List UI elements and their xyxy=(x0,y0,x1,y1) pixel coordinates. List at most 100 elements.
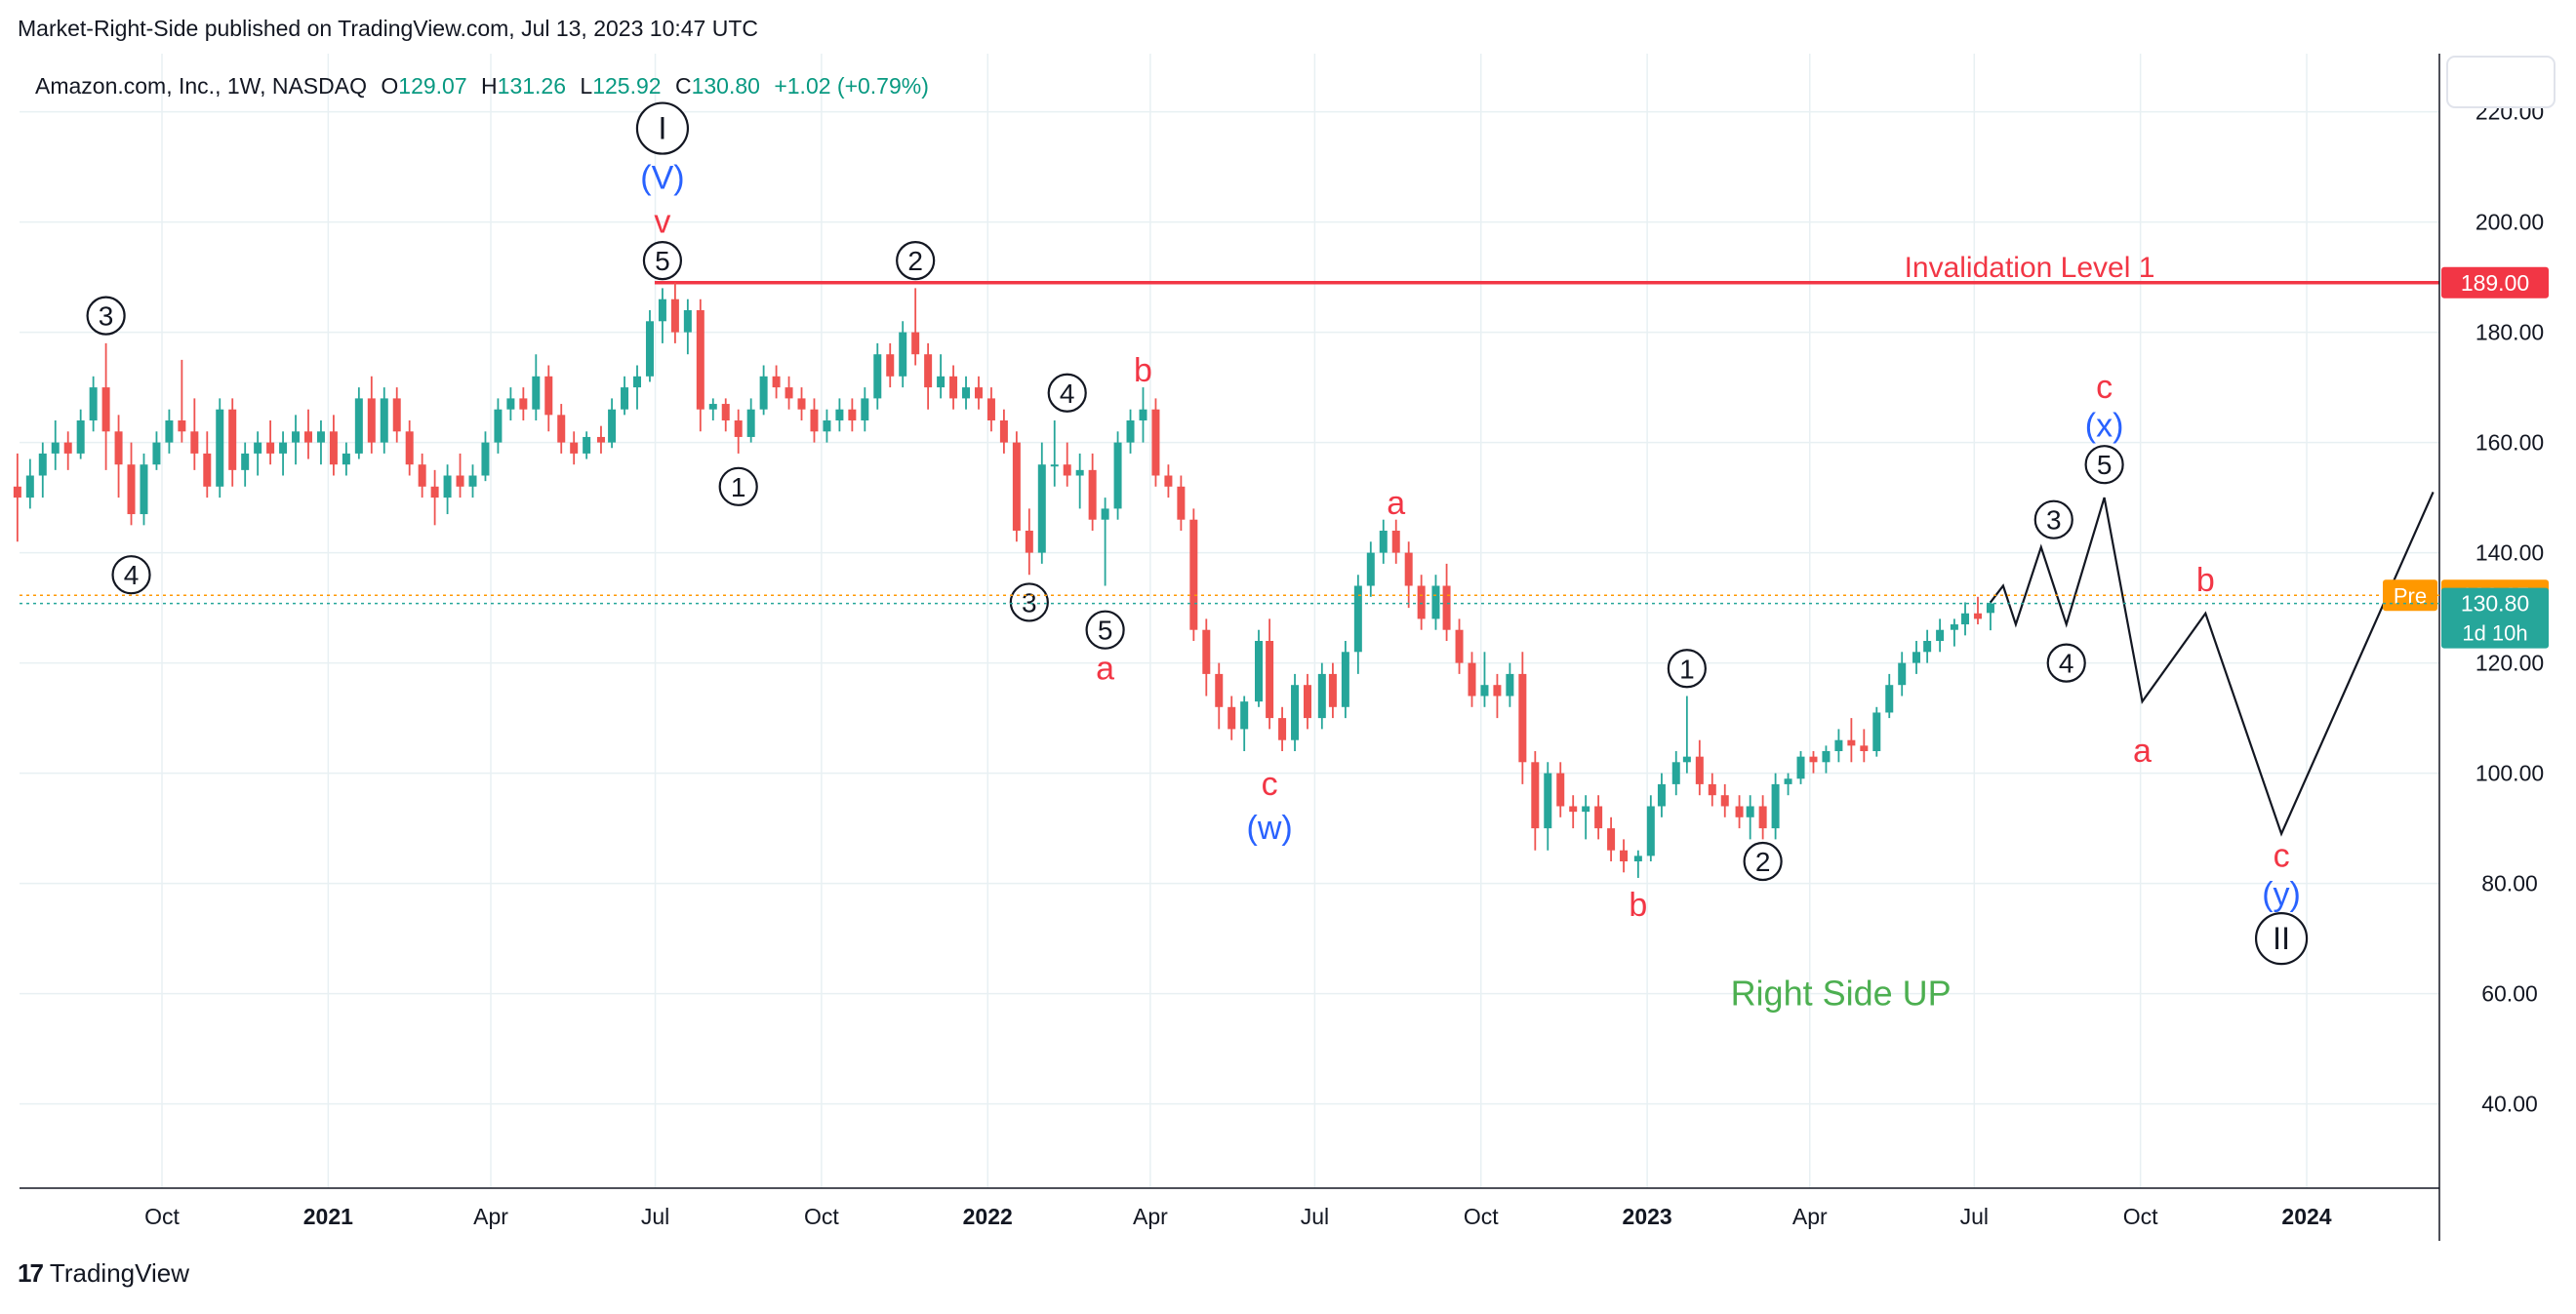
candle[interactable] xyxy=(203,431,212,498)
candle[interactable] xyxy=(1353,575,1362,674)
candle[interactable] xyxy=(292,415,301,465)
candle[interactable] xyxy=(1404,541,1413,609)
candle[interactable] xyxy=(1898,652,1907,697)
candle[interactable] xyxy=(1088,453,1097,531)
candle[interactable] xyxy=(1986,600,1994,631)
candle[interactable] xyxy=(1746,795,1754,840)
candle[interactable] xyxy=(1923,629,1932,663)
candle[interactable] xyxy=(645,310,654,382)
candle[interactable] xyxy=(506,387,515,420)
candle[interactable] xyxy=(596,425,605,454)
candle[interactable] xyxy=(329,415,338,476)
candle[interactable] xyxy=(456,453,464,498)
candle[interactable] xyxy=(1771,773,1780,840)
candle[interactable] xyxy=(1189,508,1198,641)
candle[interactable] xyxy=(1569,795,1578,829)
candle[interactable] xyxy=(418,453,426,498)
candle[interactable] xyxy=(823,409,831,443)
candle[interactable] xyxy=(962,376,971,410)
candle[interactable] xyxy=(974,376,983,410)
candle[interactable] xyxy=(1784,773,1792,796)
candle[interactable] xyxy=(190,398,199,470)
candle[interactable] xyxy=(241,442,250,487)
candle[interactable] xyxy=(1682,696,1691,774)
candle[interactable] xyxy=(772,365,781,399)
candle[interactable] xyxy=(1025,508,1033,576)
candle[interactable] xyxy=(1480,652,1489,707)
candle[interactable] xyxy=(1431,575,1440,630)
candle[interactable] xyxy=(63,431,72,470)
candle[interactable] xyxy=(1518,652,1527,784)
candle[interactable] xyxy=(721,398,730,432)
candle[interactable] xyxy=(1139,387,1147,443)
candle[interactable] xyxy=(1468,652,1476,707)
scale-settings-button[interactable] xyxy=(2446,56,2556,108)
candle[interactable] xyxy=(1506,662,1514,707)
candle[interactable] xyxy=(1328,662,1337,719)
candle[interactable] xyxy=(1950,618,1958,647)
candle[interactable] xyxy=(1341,641,1349,719)
candle[interactable] xyxy=(658,288,666,343)
candle[interactable] xyxy=(1695,739,1704,796)
candle[interactable] xyxy=(557,404,566,454)
candle[interactable] xyxy=(1126,409,1135,454)
candle[interactable] xyxy=(949,365,958,410)
candle[interactable] xyxy=(1531,751,1540,851)
candle[interactable] xyxy=(848,398,857,432)
candle[interactable] xyxy=(266,420,275,465)
candle[interactable] xyxy=(494,398,503,454)
candle[interactable] xyxy=(405,420,414,476)
candle[interactable] xyxy=(1822,745,1831,774)
candle[interactable] xyxy=(544,365,553,432)
candle[interactable] xyxy=(708,398,717,420)
candle[interactable] xyxy=(1215,662,1224,730)
candle[interactable] xyxy=(1202,618,1211,697)
candle[interactable] xyxy=(670,282,679,343)
candle[interactable] xyxy=(924,342,933,410)
candle[interactable] xyxy=(38,442,47,498)
candle[interactable] xyxy=(1075,453,1084,509)
candle[interactable] xyxy=(380,387,388,454)
candle[interactable] xyxy=(1278,706,1287,751)
candle[interactable] xyxy=(1254,629,1263,707)
candle[interactable] xyxy=(342,442,350,476)
candle[interactable] xyxy=(1164,464,1173,498)
candle[interactable] xyxy=(861,387,869,432)
candle[interactable] xyxy=(734,409,743,454)
candle[interactable] xyxy=(481,431,490,482)
candle[interactable] xyxy=(114,415,123,498)
candle[interactable] xyxy=(127,442,136,526)
candle[interactable] xyxy=(1720,783,1729,817)
candle[interactable] xyxy=(532,354,541,420)
candle[interactable] xyxy=(1556,762,1565,817)
candle[interactable] xyxy=(228,398,237,487)
candle[interactable] xyxy=(519,387,528,420)
tradingview-brand[interactable]: 17 TradingView xyxy=(18,1258,189,1289)
candle[interactable] xyxy=(1646,795,1655,861)
candle[interactable] xyxy=(621,376,629,416)
candle[interactable] xyxy=(911,288,920,366)
candle[interactable] xyxy=(986,387,995,432)
candle[interactable] xyxy=(13,453,21,542)
candle[interactable] xyxy=(1671,751,1680,796)
candle[interactable] xyxy=(696,299,704,432)
candle[interactable] xyxy=(1101,498,1109,586)
candle[interactable] xyxy=(1620,839,1629,873)
candle[interactable] xyxy=(254,431,262,476)
candle[interactable] xyxy=(1657,773,1666,817)
candle[interactable] xyxy=(1303,673,1311,730)
candle[interactable] xyxy=(443,464,452,515)
candle[interactable] xyxy=(759,365,768,416)
candle[interactable] xyxy=(797,387,806,420)
candle[interactable] xyxy=(1594,795,1603,840)
candle[interactable] xyxy=(608,398,617,449)
candle[interactable] xyxy=(1633,850,1642,878)
candle[interactable] xyxy=(101,342,110,470)
candle[interactable] xyxy=(1809,751,1818,774)
candle[interactable] xyxy=(76,409,85,459)
candle[interactable] xyxy=(1113,431,1122,520)
candle[interactable] xyxy=(1317,662,1326,730)
candle[interactable] xyxy=(140,453,148,526)
candle[interactable] xyxy=(89,376,98,432)
